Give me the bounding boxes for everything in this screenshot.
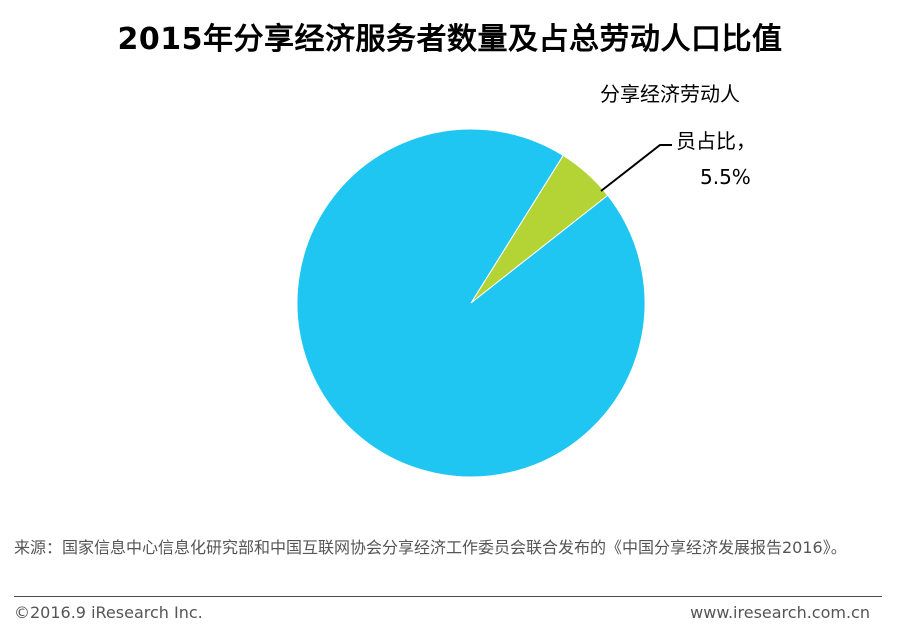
footer-divider <box>14 596 882 597</box>
pie-slice-other <box>296 128 646 478</box>
website-text: www.iresearch.com.cn <box>690 603 870 622</box>
slice-label-line-1: 分享经济劳动人 <box>600 82 740 106</box>
chart-title: 2015年分享经济服务者数量及占总劳动人口比值 <box>117 22 783 57</box>
slice-label-line-2: 员占比， <box>676 129 756 153</box>
slice-label-value: 5.5% <box>700 165 751 189</box>
source-note: 来源：国家信息中心信息化研究部和中国互联网协会分享经济工作委员会联合发布的《中国… <box>14 538 847 557</box>
copyright-text: ©2016.9 iResearch Inc. <box>14 603 203 622</box>
pie-chart <box>296 128 672 478</box>
slice-label-leader-line <box>600 144 672 192</box>
